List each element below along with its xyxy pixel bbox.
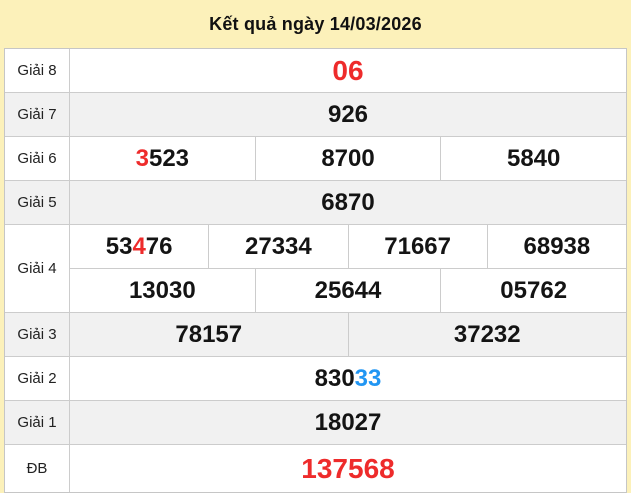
- prize-number-segment: 27334: [245, 232, 312, 260]
- prize-number-segment: 3: [135, 144, 149, 172]
- prize-number-segment: 05762: [500, 276, 568, 304]
- prize-values: 926: [70, 93, 626, 136]
- prize-number-segment: 33: [354, 364, 382, 392]
- page-title: Kết quả ngày 14/03/2026: [209, 13, 422, 34]
- prize-line: 137568: [70, 445, 626, 492]
- prize-row: Giải 8 06: [5, 49, 626, 93]
- prize-number: 71667: [347, 225, 487, 268]
- prize-values: 6870: [70, 181, 626, 224]
- prize-line: 78157 37232: [70, 313, 626, 356]
- prize-row: Giải 4 53 4 76 27334 71667 68938 13030 25644 0576…: [5, 225, 626, 313]
- prize-label: ĐB: [5, 445, 70, 492]
- prize-number: 78157: [70, 313, 348, 356]
- prize-number: 68938: [486, 225, 626, 268]
- prize-values: 3 523 8700 5840: [70, 137, 626, 180]
- prize-number: 06: [70, 49, 626, 92]
- prize-line: 53 4 76 27334 71667 68938: [70, 225, 626, 268]
- prize-line: 18027: [70, 401, 626, 444]
- prize-number-segment: 18027: [314, 408, 382, 436]
- prize-number-segment: 523: [148, 144, 190, 172]
- prize-number: 8700: [254, 137, 441, 180]
- prize-line: 926: [70, 93, 626, 136]
- prize-number-segment: 78157: [175, 320, 243, 348]
- prize-number-segment: 13030: [128, 276, 196, 304]
- results-header: Kết quả ngày 14/03/2026: [0, 0, 631, 48]
- prize-number: 37232: [347, 313, 627, 356]
- prize-number: 27334: [208, 225, 347, 268]
- prize-number-segment: 76: [145, 232, 173, 260]
- prize-row: Giải 7 926: [5, 93, 626, 137]
- prize-number-segment: 71667: [384, 232, 451, 260]
- prize-number-segment: 37232: [453, 320, 521, 348]
- prize-number-segment: 25644: [314, 276, 382, 304]
- results-table: Giải 8 06 Giải 7 926 Giải 6 3 523 8700 5840 Giải …: [4, 48, 627, 493]
- prize-number: 25644: [254, 269, 441, 312]
- prize-number: 926: [70, 93, 626, 136]
- prize-values: 78157 37232: [70, 313, 626, 356]
- prize-row: ĐB 137568: [5, 445, 626, 492]
- prize-number-segment: 06: [332, 54, 364, 86]
- prize-number: 830 33: [70, 357, 626, 400]
- prize-label: Giải 1: [5, 401, 70, 444]
- prize-number: 53 4 76: [70, 225, 208, 268]
- prize-number: 137568: [70, 445, 626, 492]
- prize-number: 18027: [70, 401, 626, 444]
- prize-label: Giải 5: [5, 181, 70, 224]
- prize-number-segment: 6870: [321, 188, 375, 216]
- prize-line: 06: [70, 49, 626, 92]
- prize-values: 18027: [70, 401, 626, 444]
- prize-number-segment: 926: [327, 100, 369, 128]
- prize-values: 06: [70, 49, 626, 92]
- prize-label: Giải 2: [5, 357, 70, 400]
- prize-values: 830 33: [70, 357, 626, 400]
- prize-values: 53 4 76 27334 71667 68938 13030 25644 05762: [70, 225, 626, 312]
- prize-number: 3 523: [70, 137, 255, 180]
- prize-row: Giải 1 18027: [5, 401, 626, 445]
- prize-row: Giải 5 6870: [5, 181, 626, 225]
- prize-label: Giải 3: [5, 313, 70, 356]
- prize-number: 6870: [70, 181, 626, 224]
- prize-row: Giải 2 830 33: [5, 357, 626, 401]
- prize-values: 137568: [70, 445, 626, 492]
- prize-label: Giải 6: [5, 137, 70, 180]
- prize-number: 5840: [440, 137, 626, 180]
- prize-number-segment: 53: [105, 232, 133, 260]
- prize-number-segment: 8700: [321, 144, 375, 172]
- prize-number-segment: 830: [314, 364, 355, 392]
- prize-number: 13030: [70, 269, 255, 312]
- prize-label: Giải 7: [5, 93, 70, 136]
- prize-line: 6870: [70, 181, 626, 224]
- prize-number: 05762: [440, 269, 626, 312]
- prize-number-segment: 137568: [301, 452, 395, 484]
- prize-line: 3 523 8700 5840: [70, 137, 626, 180]
- prize-row: Giải 3 78157 37232: [5, 313, 626, 357]
- prize-row: Giải 6 3 523 8700 5840: [5, 137, 626, 181]
- prize-number-segment: 5840: [506, 144, 561, 172]
- prize-label: Giải 8: [5, 49, 70, 92]
- prize-line: 830 33: [70, 357, 626, 400]
- prize-line: 13030 25644 05762: [70, 268, 626, 312]
- prize-number-segment: 68938: [523, 232, 591, 260]
- prize-number-segment: 4: [132, 232, 146, 260]
- prize-label: Giải 4: [5, 225, 70, 312]
